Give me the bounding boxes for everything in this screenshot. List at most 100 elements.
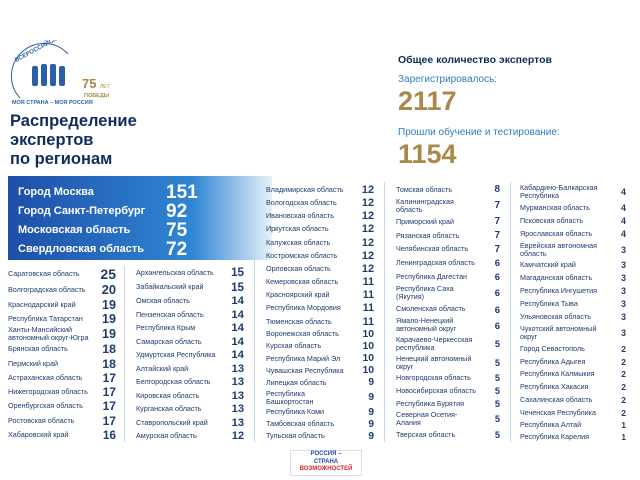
- region-row: Ульяновская область 3: [520, 312, 626, 322]
- region-row: Тамбовская область 9: [266, 419, 374, 430]
- region-count: 12: [361, 210, 374, 223]
- region-count: 13: [231, 389, 244, 402]
- region-count: 2: [621, 369, 626, 380]
- region-name: Тульская область: [266, 431, 325, 441]
- region-name: Воронежская область: [266, 329, 339, 339]
- region-name: Рязанская область: [396, 230, 460, 240]
- region-count: 17: [102, 413, 116, 428]
- region-count: 19: [102, 311, 116, 326]
- region-count: 151: [166, 182, 198, 203]
- region-count: 9: [368, 418, 374, 430]
- region-count: 5: [494, 414, 500, 425]
- region-row: Республика Дагестан 6: [396, 271, 500, 282]
- region-row: Ярославская область 4: [520, 229, 626, 239]
- logo-figures: [32, 64, 65, 86]
- top-regions: Город Москва 151 Город Санкт-Петербург 92 Мо…: [8, 176, 272, 260]
- region-row: Ямало-Ненецкий автономный округ 6: [396, 317, 500, 333]
- region-row: Еврейская автономная область 3: [520, 240, 626, 258]
- region-count: 11: [362, 302, 374, 315]
- region-row: Орловская область 12: [266, 263, 374, 275]
- region-row: Камчатский край 3: [520, 260, 626, 270]
- region-name: Удмуртская Республика: [136, 350, 216, 359]
- region-row: Курганская область 13: [136, 403, 244, 415]
- region-name: Республика Коми: [266, 407, 325, 417]
- region-name: Хабаровский край: [8, 429, 69, 439]
- title-line: по регионам: [10, 150, 113, 168]
- region-row: Тульская область 9: [266, 431, 374, 442]
- region-row: Томская область 8: [396, 184, 500, 195]
- region-name: Камчатский край: [520, 260, 576, 270]
- region-row: Республика Ингушетия 3: [520, 286, 626, 296]
- region-row: Новгородская область 5: [396, 373, 500, 383]
- region-count: 12: [361, 249, 374, 262]
- region-count: 5: [494, 398, 500, 409]
- region-row: Нижегородская область 17: [8, 385, 116, 399]
- logo-victory: ПОБЕДЫ: [84, 93, 110, 99]
- logo-text: ВСЕРОССИЙСКИЙ ПРОЕКТ: [13, 40, 89, 64]
- region-row: Республика Мордовия 11: [266, 302, 374, 314]
- region-row: Чувашская Республика 10: [266, 365, 374, 376]
- region-row: Приморский край 7: [396, 216, 500, 227]
- region-count: 15: [231, 266, 244, 279]
- region-count: 12: [231, 430, 244, 442]
- region-count: 6: [494, 319, 500, 331]
- region-name: Амурская область: [136, 431, 197, 440]
- region-name: Костромская область: [266, 250, 338, 260]
- region-row: Хабаровский край 16: [8, 428, 116, 442]
- region-name: Чеченская Республика: [520, 408, 596, 417]
- region-row: Брянская область 18: [8, 342, 116, 356]
- region-count: 3: [621, 286, 626, 297]
- region-name: Томская область: [396, 184, 453, 194]
- region-name: Ростовская область: [8, 415, 75, 425]
- region-row: Мурманская область 4: [520, 203, 626, 213]
- region-count: 13: [231, 403, 244, 415]
- region-name: Республика Карелия: [520, 432, 589, 442]
- region-column: Архангельская область 15 Забайкальский кра…: [136, 266, 244, 442]
- title-line: Распределение: [10, 112, 137, 130]
- region-name: Еврейская автономная область: [520, 240, 598, 258]
- region-count: 5: [494, 430, 500, 440]
- region-count: 6: [494, 271, 500, 283]
- region-row: Республика Крым 14: [136, 322, 244, 334]
- region-row: Вологодская область 12: [266, 197, 374, 209]
- region-row: Саратовская область 25: [8, 266, 116, 282]
- region-name: Мурманская область: [520, 202, 590, 212]
- region-row: Республика Карелия 1: [520, 433, 626, 442]
- region-name: Красноярский край: [266, 290, 330, 300]
- region-count: 2: [621, 382, 626, 393]
- region-count: 5: [494, 338, 500, 349]
- region-column: Саратовская область 25 Волгоградская облас…: [8, 266, 116, 442]
- region-count: 3: [621, 244, 626, 255]
- region-name: Забайкальский край: [136, 282, 204, 291]
- region-name: Магаданская область: [520, 273, 593, 283]
- region-count: 7: [494, 200, 500, 212]
- region-name: Чувашская Республика: [266, 365, 344, 375]
- region-count: 19: [102, 297, 116, 312]
- region-name: Тюменская область: [266, 316, 332, 326]
- region-name: Северная Осетия-Алания: [396, 410, 458, 428]
- region-name: Омская область: [136, 296, 190, 305]
- region-count: 15: [231, 280, 244, 294]
- region-count: 11: [362, 276, 374, 289]
- region-name: Ярославская область: [520, 228, 593, 238]
- region-count: 10: [362, 328, 374, 340]
- logo-years-word: ЛЕТ: [100, 84, 110, 90]
- region-row: Чукотский автономный округ 3: [520, 324, 626, 341]
- region-count: 2: [621, 408, 626, 418]
- region-row: Ненецкий автономный округ 5: [396, 354, 500, 371]
- region-row: Кемеровская область 11: [266, 276, 374, 288]
- region-name: Республика Мордовия: [266, 303, 341, 313]
- region-count: 9: [368, 430, 374, 442]
- region-count: 9: [368, 392, 374, 403]
- region-row: Алтайский край 13: [136, 363, 244, 375]
- region-row: Ивановская область 12: [266, 210, 374, 222]
- region-name: Курская область: [266, 341, 322, 351]
- region-row: Рязанская область 7: [396, 230, 500, 241]
- region-count: 18: [102, 356, 116, 371]
- region-row: Омская область 14: [136, 295, 244, 307]
- region-count: 7: [494, 230, 500, 242]
- region-count: 10: [362, 340, 374, 352]
- region-name: Республика Дагестан: [396, 271, 468, 281]
- region-name: Нижегородская область: [8, 387, 88, 397]
- region-row: Калининградская область 7: [396, 197, 500, 214]
